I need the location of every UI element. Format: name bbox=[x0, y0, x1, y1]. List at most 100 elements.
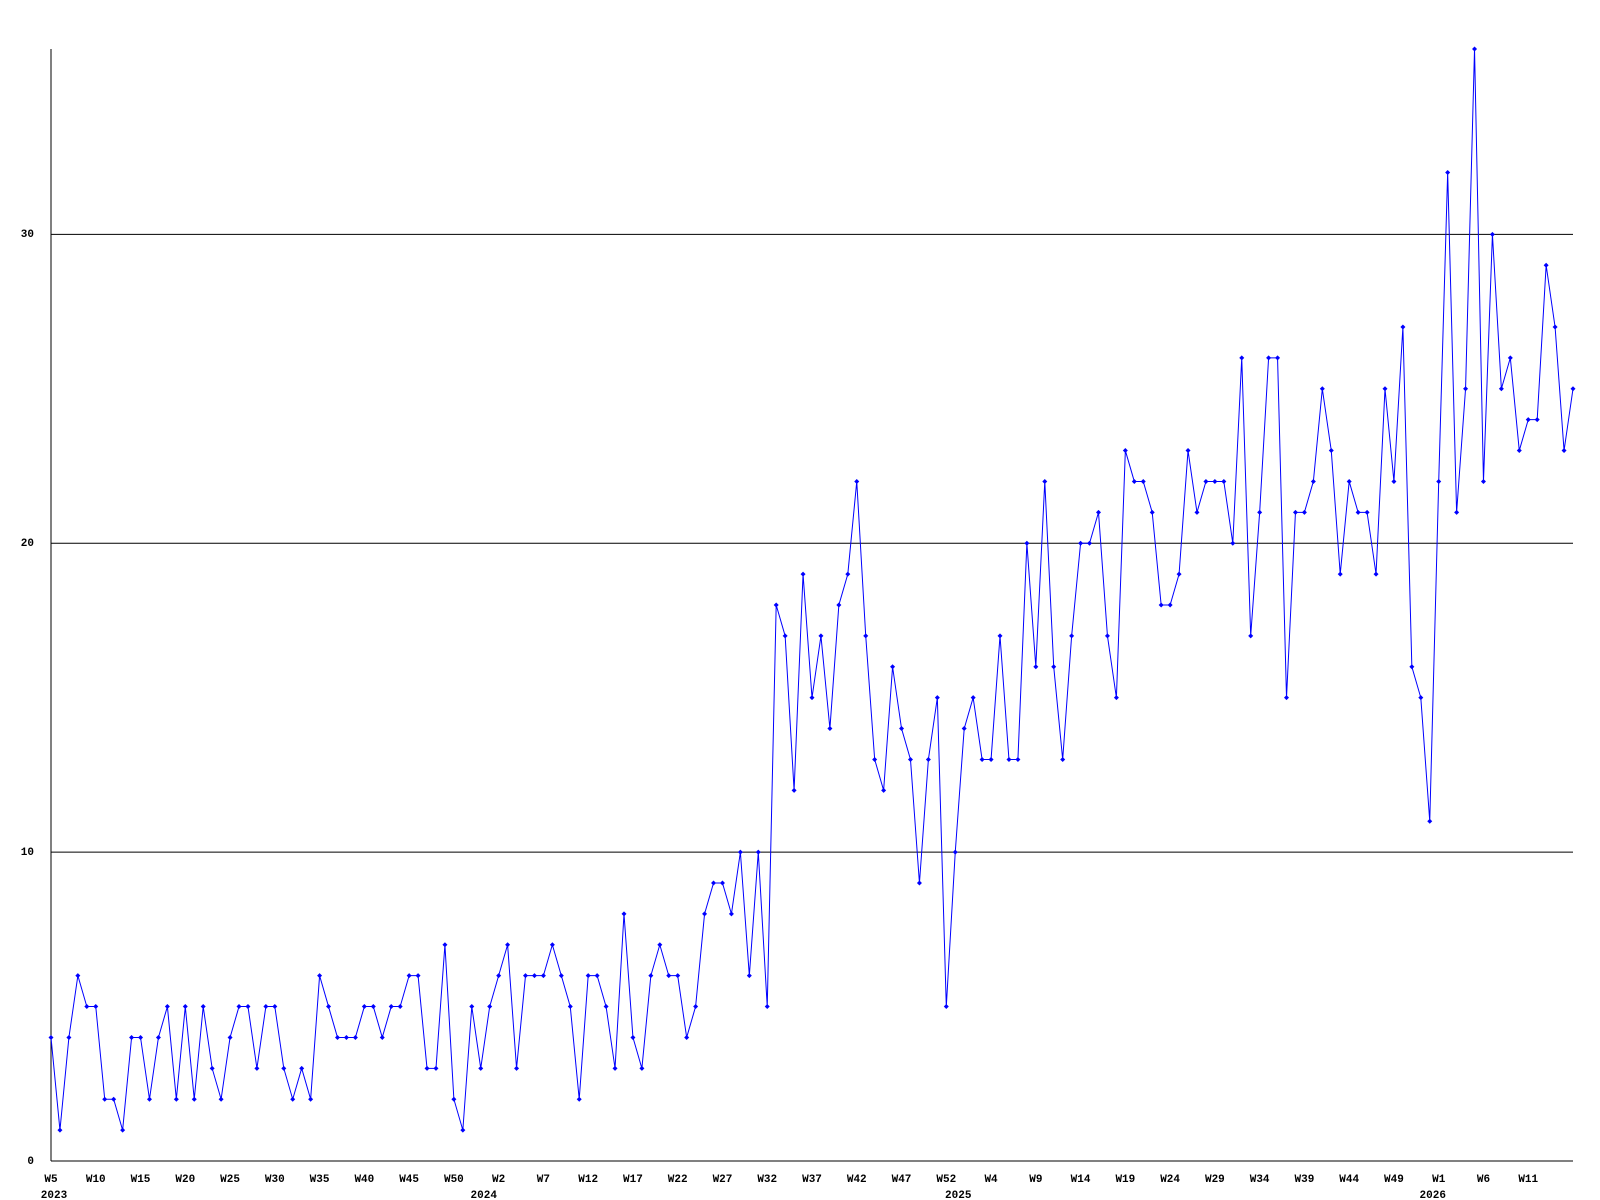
data-point bbox=[1051, 664, 1057, 670]
data-point bbox=[1131, 478, 1137, 484]
data-point bbox=[415, 973, 421, 979]
data-point bbox=[460, 1127, 466, 1133]
data-point bbox=[1122, 448, 1128, 454]
data-point bbox=[352, 1034, 358, 1040]
data-point bbox=[1113, 695, 1119, 701]
data-point bbox=[916, 880, 922, 886]
data-point bbox=[397, 1004, 403, 1010]
data-point bbox=[585, 973, 591, 979]
data-point bbox=[138, 1034, 144, 1040]
data-point bbox=[970, 695, 976, 701]
data-point bbox=[1140, 478, 1146, 484]
data-point bbox=[1507, 355, 1513, 361]
y-tick-label: 10 bbox=[21, 847, 34, 859]
data-point bbox=[558, 973, 564, 979]
x-tick-label: W35 bbox=[310, 1174, 330, 1186]
data-point bbox=[1042, 478, 1048, 484]
data-point bbox=[129, 1034, 135, 1040]
data-point bbox=[630, 1034, 636, 1040]
data-point bbox=[952, 849, 958, 855]
data-point bbox=[263, 1004, 269, 1010]
x-tick-label: W15 bbox=[131, 1174, 151, 1186]
x-tick-label: W10 bbox=[86, 1174, 106, 1186]
data-point bbox=[549, 942, 555, 948]
data-point bbox=[728, 911, 734, 917]
data-point bbox=[514, 1065, 520, 1071]
data-point bbox=[93, 1004, 99, 1010]
data-point bbox=[1534, 417, 1540, 423]
data-point bbox=[997, 633, 1003, 639]
data-point bbox=[146, 1096, 152, 1102]
data-point bbox=[988, 756, 994, 762]
year-label: 2024 bbox=[471, 1190, 498, 1200]
data-point bbox=[317, 973, 323, 979]
data-point bbox=[469, 1004, 475, 1010]
x-tick-label: W9 bbox=[1029, 1174, 1042, 1186]
data-point bbox=[836, 602, 842, 608]
data-point bbox=[1337, 571, 1343, 577]
x-tick-label: W34 bbox=[1250, 1174, 1270, 1186]
data-point bbox=[48, 1034, 54, 1040]
data-point bbox=[1364, 509, 1370, 515]
year-label: 2025 bbox=[945, 1190, 972, 1200]
data-point bbox=[1239, 355, 1245, 361]
x-tick-label: W20 bbox=[175, 1174, 195, 1186]
data-point bbox=[245, 1004, 251, 1010]
data-point bbox=[1310, 478, 1316, 484]
data-point bbox=[1104, 633, 1110, 639]
data-point bbox=[684, 1034, 690, 1040]
data-point bbox=[1176, 571, 1182, 577]
x-tick-label: W24 bbox=[1160, 1174, 1180, 1186]
data-point bbox=[1498, 386, 1504, 392]
data-point bbox=[1445, 170, 1451, 176]
x-tick-label: W1 bbox=[1432, 1174, 1446, 1186]
data-point bbox=[648, 973, 654, 979]
data-point bbox=[1087, 540, 1093, 546]
data-point bbox=[1543, 262, 1549, 268]
data-point bbox=[442, 942, 448, 948]
data-point bbox=[934, 695, 940, 701]
data-point bbox=[1292, 509, 1298, 515]
data-point bbox=[711, 880, 717, 886]
x-tick-label: W7 bbox=[537, 1174, 550, 1186]
data-point bbox=[370, 1004, 376, 1010]
data-point bbox=[872, 756, 878, 762]
x-tick-label: W25 bbox=[220, 1174, 240, 1186]
data-point bbox=[1284, 695, 1290, 701]
data-point bbox=[594, 973, 600, 979]
data-point bbox=[854, 478, 860, 484]
data-point bbox=[57, 1127, 63, 1133]
data-point bbox=[290, 1096, 296, 1102]
x-tick-label: W2 bbox=[492, 1174, 505, 1186]
data-point bbox=[1418, 695, 1424, 701]
data-point bbox=[388, 1004, 394, 1010]
data-point bbox=[881, 787, 887, 793]
data-point bbox=[1409, 664, 1415, 670]
data-point bbox=[155, 1034, 161, 1040]
data-point bbox=[1373, 571, 1379, 577]
data-point bbox=[1248, 633, 1254, 639]
x-tick-label: W50 bbox=[444, 1174, 464, 1186]
data-point bbox=[487, 1004, 493, 1010]
data-point bbox=[719, 880, 725, 886]
data-point bbox=[540, 973, 546, 979]
data-point bbox=[173, 1096, 179, 1102]
data-point bbox=[326, 1004, 332, 1010]
data-point bbox=[782, 633, 788, 639]
data-point bbox=[1275, 355, 1281, 361]
data-point bbox=[1060, 756, 1066, 762]
data-point bbox=[1391, 478, 1397, 484]
x-tick-label: W30 bbox=[265, 1174, 285, 1186]
x-tick-label: W39 bbox=[1295, 1174, 1315, 1186]
data-point bbox=[845, 571, 851, 577]
data-point bbox=[1024, 540, 1030, 546]
x-tick-label: W4 bbox=[984, 1174, 998, 1186]
data-point bbox=[1095, 509, 1101, 515]
data-point bbox=[1436, 478, 1442, 484]
x-tick-label: W52 bbox=[936, 1174, 956, 1186]
data-point bbox=[1427, 818, 1433, 824]
data-point bbox=[1570, 386, 1576, 392]
x-tick-label: W17 bbox=[623, 1174, 643, 1186]
data-point bbox=[424, 1065, 430, 1071]
data-point bbox=[1266, 355, 1272, 361]
